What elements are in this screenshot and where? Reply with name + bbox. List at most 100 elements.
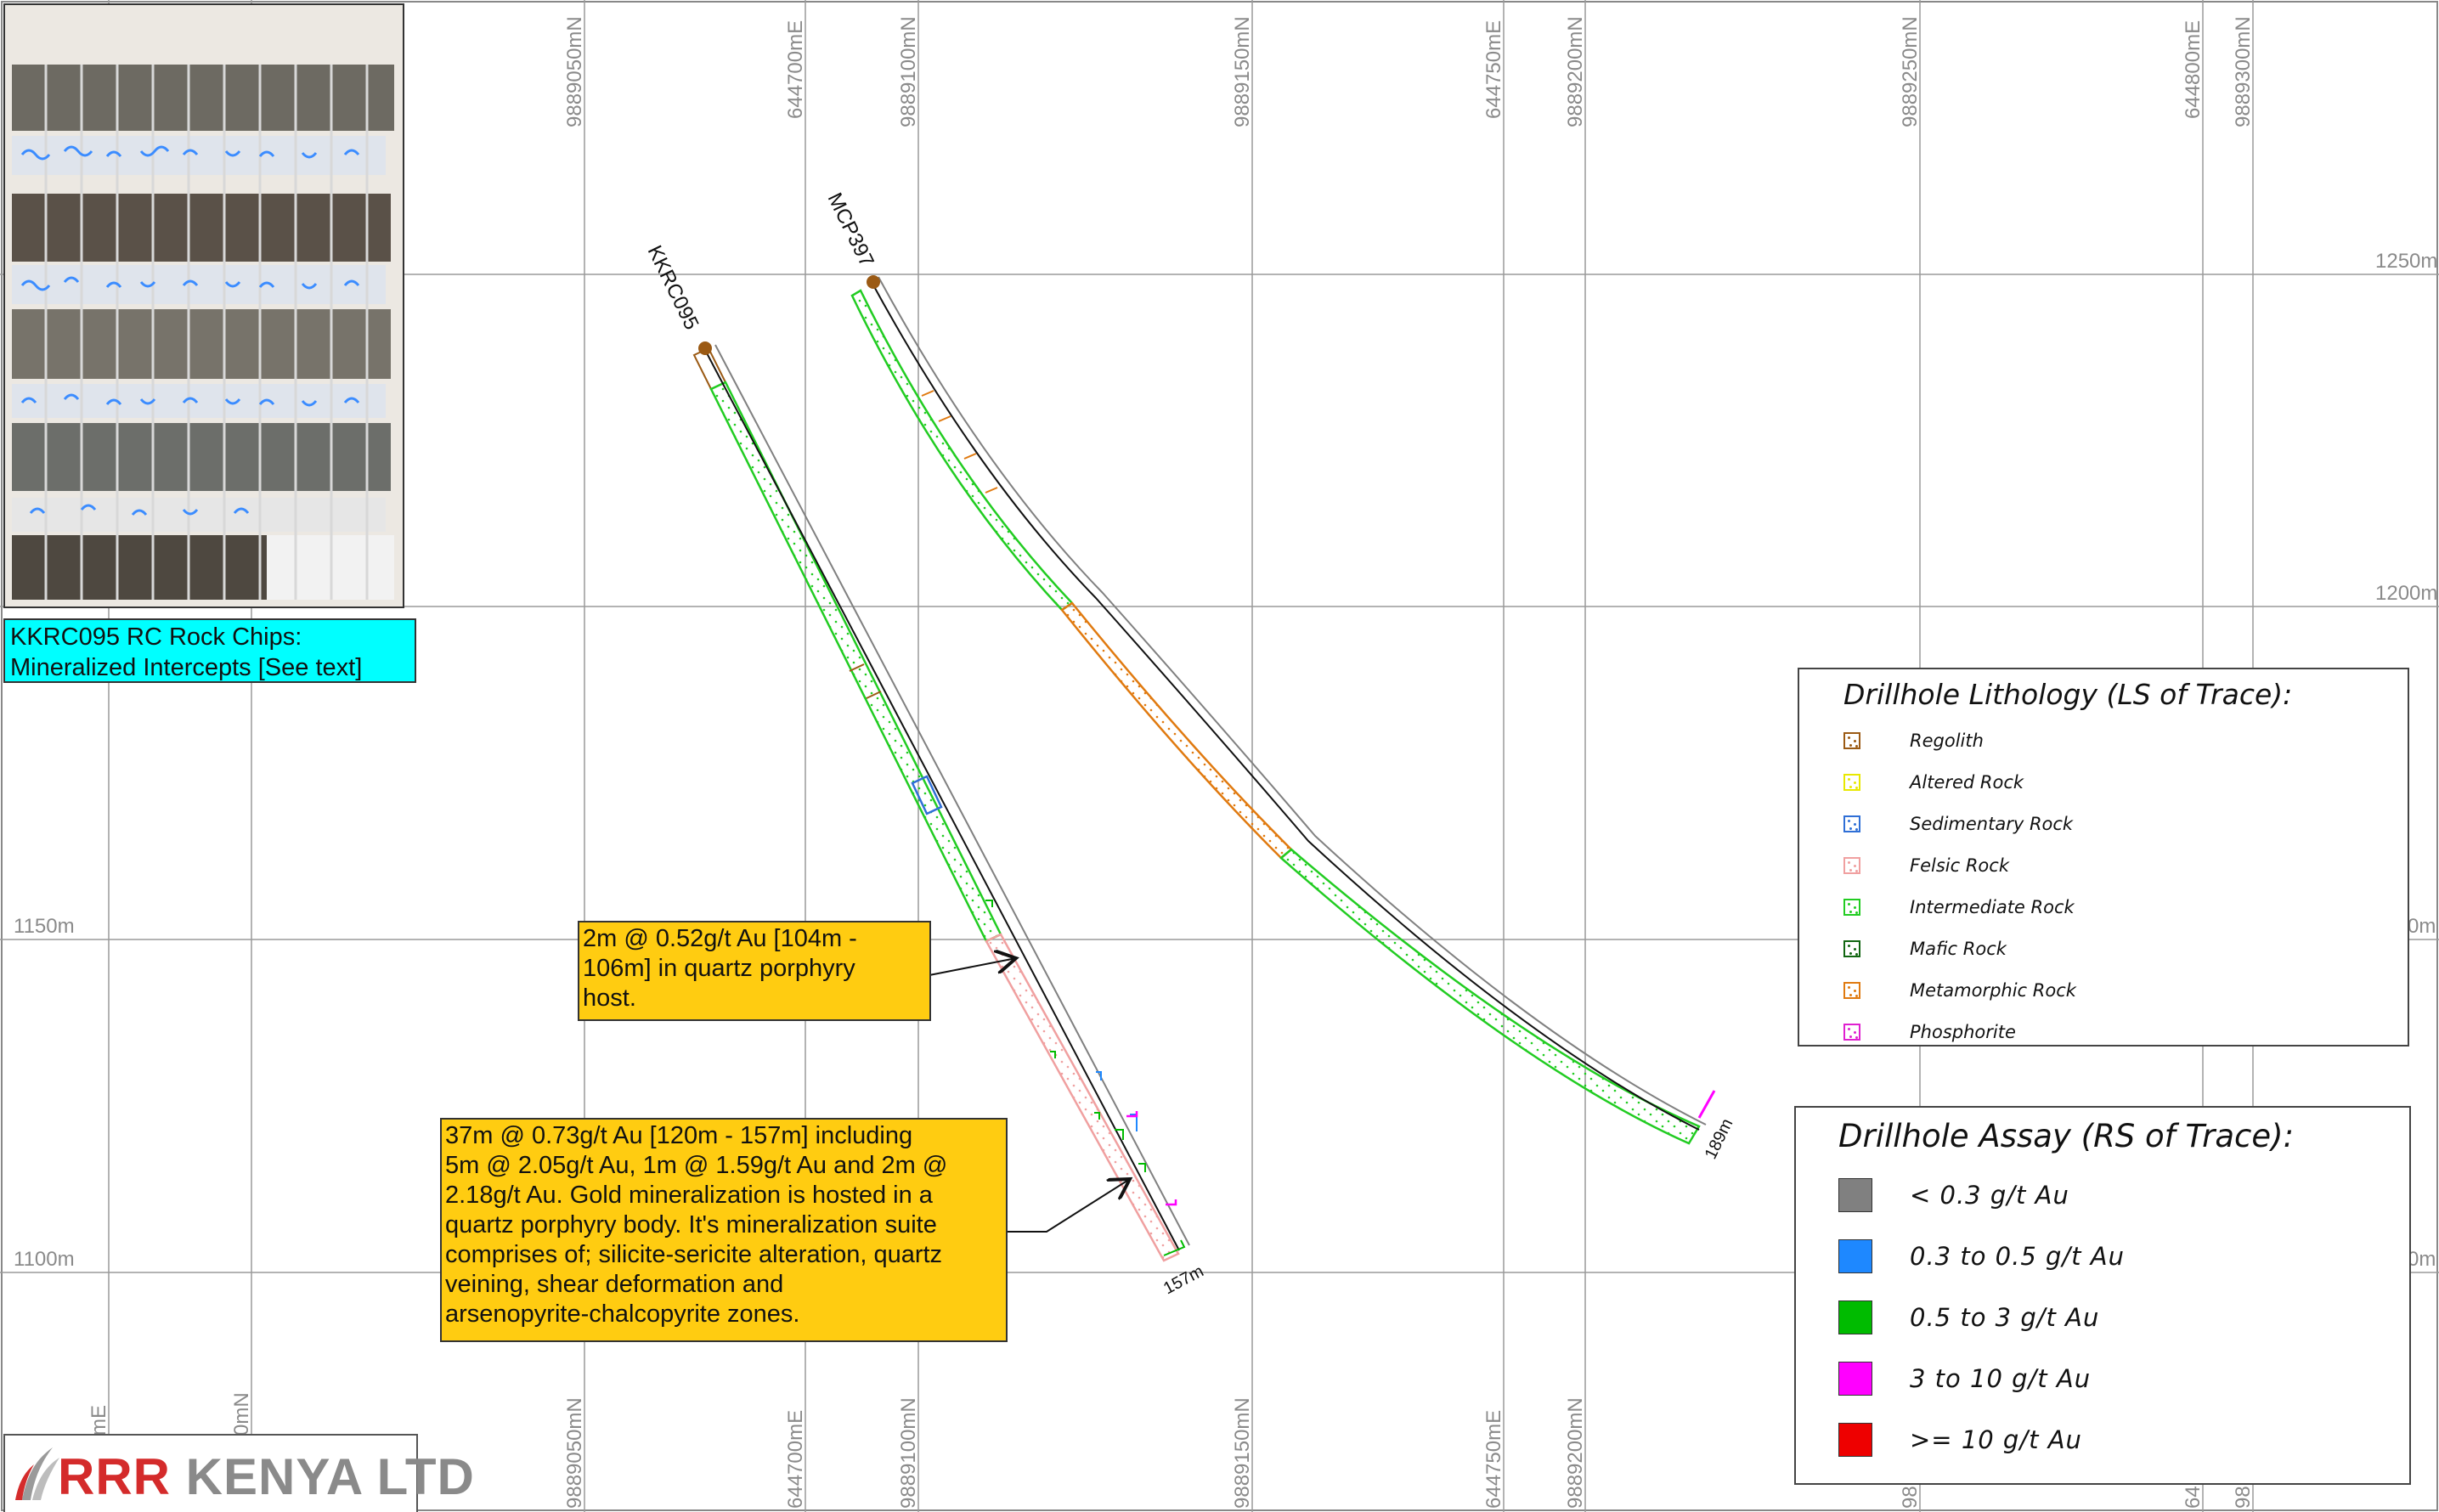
phosphorite-swatch — [1843, 1024, 1860, 1041]
assay-swatch — [1838, 1300, 1872, 1334]
callout-line: 37m @ 0.73g/t Au [120m - 157m] including — [445, 1122, 913, 1149]
intercept-callout-lower: 37m @ 0.73g/t Au [120m - 157m] including… — [440, 1118, 1008, 1342]
altered-rock-swatch — [1843, 774, 1860, 791]
legend-item-label: 0.3 to 0.5 g/t Au — [1910, 1242, 2125, 1271]
legend-item-label: >= 10 g/t Au — [1910, 1425, 2082, 1454]
assay-swatch — [1838, 1239, 1872, 1273]
grid-label-bottom: 98 — [2232, 1486, 2255, 1509]
assay-low — [878, 276, 1707, 1126]
assay-intervals — [985, 900, 1146, 1172]
legend-item-metamorphic-rock: Metamorphic Rock — [1843, 973, 2076, 1007]
grid-label-top: 9889250mN — [1899, 16, 1922, 127]
callout-line: 106m] in quartz porphyry — [583, 955, 855, 982]
assay-high-grade — [1126, 1111, 1177, 1206]
legend-item-label: Phosphorite — [1910, 1022, 2016, 1042]
photo-caption-line: Mineralized Intercepts [See text] — [10, 654, 363, 681]
collar-marker — [698, 341, 712, 355]
callout-line: veining, shear deformation and — [445, 1271, 784, 1298]
grid-label-top: 9889150mN — [1231, 16, 1254, 127]
grid-label-bottom: 9889050mN — [563, 1397, 586, 1509]
elevation-label-left: 1100m — [14, 1248, 75, 1271]
legend-item-assay-mid: 0.5 to 3 g/t Au — [1838, 1296, 2099, 1339]
grid-label-bottom: 9889100mN — [897, 1397, 920, 1509]
callout-line: 2.18g/t Au. Gold mineralization is hoste… — [445, 1182, 933, 1209]
legend-item-label: 3 to 10 g/t Au — [1910, 1364, 2092, 1393]
grid-label-bottom: 98 — [1899, 1486, 1922, 1509]
legend-item-phosphorite: Phosphorite — [1843, 1015, 2016, 1049]
legend-item-intermediate-rock: Intermediate Rock — [1843, 890, 2075, 924]
legend-item-altered-rock: Altered Rock — [1843, 765, 2024, 799]
elevation-label-right: 0m — [2408, 1248, 2436, 1271]
grid-label-top: 9889100mN — [897, 16, 920, 127]
legend-item-felsic-rock: Felsic Rock — [1843, 849, 2009, 883]
drillhole-label: MCP397 — [823, 189, 878, 271]
grid-label-bottom: 9889200mN — [1564, 1397, 1587, 1509]
assay-swatch — [1838, 1423, 1872, 1457]
rock-chip-photo — [3, 3, 404, 608]
logo-kenya-ltd: KENYA LTD — [171, 1448, 475, 1505]
litho-interval-intermediate — [850, 289, 1074, 612]
grid-label-top: 9889300mN — [2232, 16, 2255, 127]
lithology-legend-title: Drillhole Lithology (LS of Trace): — [1843, 678, 2293, 711]
legend-item-label: Altered Rock — [1910, 772, 2024, 793]
legend-item-label: Intermediate Rock — [1910, 897, 2075, 917]
assay-high-grade — [1697, 1090, 1716, 1119]
legend-item-label: Mafic Rock — [1910, 939, 2007, 959]
legend-item-assay-moderate: 0.3 to 0.5 g/t Au — [1838, 1235, 2125, 1278]
assay-swatch — [1838, 1362, 1872, 1396]
grid-label-bottom: 644700mE — [784, 1410, 807, 1509]
end-depth-label: 189m — [1702, 1116, 1737, 1163]
end-depth-label: 157m — [1160, 1262, 1207, 1299]
elevation-label-left: 1150m — [14, 915, 75, 938]
intercept-callout-upper: 2m @ 0.52g/t Au [104m - 106m] in quartz … — [578, 921, 931, 1021]
legend-item-assay-high: 3 to 10 g/t Au — [1838, 1357, 2091, 1400]
metamorphic-rock-swatch — [1843, 982, 1860, 999]
sedimentary-rock-swatch — [1843, 815, 1860, 832]
litho-boundary — [849, 663, 865, 672]
photo-caption-line: KKRC095 RC Rock Chips: — [10, 623, 302, 651]
logo-rrr: RRR — [58, 1448, 171, 1505]
legend-item-sedimentary-rock: Sedimentary Rock — [1843, 807, 2073, 841]
assay-swatch — [1838, 1178, 1872, 1212]
grid-label-top: 644750mE — [1482, 20, 1505, 119]
legend-item-assay-very-high: >= 10 g/t Au — [1838, 1419, 2082, 1461]
callout-line: 2m @ 0.52g/t Au [104m - — [583, 925, 857, 952]
lithology-legend: Drillhole Lithology (LS of Trace): Regol… — [1798, 668, 2409, 1047]
elevation-label-right: 0m — [2408, 915, 2436, 938]
litho-boundaries — [921, 390, 998, 494]
grid-label-top: 644700mE — [784, 20, 807, 119]
drill-trace — [704, 349, 1180, 1251]
assay-legend-title: Drillhole Assay (RS of Trace): — [1838, 1118, 2295, 1154]
photo-caption: KKRC095 RC Rock Chips: Mineralized Inter… — [3, 618, 416, 683]
assay-low — [714, 344, 1190, 1246]
grid-label-bottom: mE — [88, 1405, 110, 1436]
intermediate-rock-swatch — [1843, 899, 1860, 916]
legend-item-mafic-rock: Mafic Rock — [1843, 932, 2007, 966]
callout-line: 5m @ 2.05g/t Au, 1m @ 1.59g/t Au and 2m … — [445, 1152, 948, 1179]
elevation-label-right: 1200m — [2375, 582, 2437, 605]
drillhole-mcp397[interactable]: MCP397 189m — [823, 189, 1737, 1162]
grid-label-bottom: 9889150mN — [1231, 1397, 1254, 1509]
logo-wordmark: RRR KENYA LTD — [58, 1447, 475, 1506]
legend-item-label: 0.5 to 3 g/t Au — [1910, 1303, 2100, 1332]
legend-item-label: Regolith — [1910, 731, 1984, 751]
callout-line: host. — [583, 984, 636, 1012]
litho-interval-intermediate-lower — [1279, 848, 1701, 1145]
felsic-rock-swatch — [1843, 857, 1860, 874]
company-logo: RRR KENYA LTD — [3, 1434, 474, 1512]
collar-marker — [867, 275, 880, 289]
logo-mark-icon — [15, 1447, 59, 1500]
litho-interval-felsic — [985, 933, 1180, 1262]
grid-label-top: 9889050mN — [563, 16, 586, 127]
grid-label-bottom: 644750mE — [1482, 1410, 1505, 1509]
litho-interval-metamorphic — [1060, 601, 1293, 860]
grid-label-top: 9889200mN — [1564, 16, 1587, 127]
callout-leader-lower — [1008, 1179, 1130, 1233]
drillhole-label: KKRC095 — [643, 242, 703, 334]
grid-label-bottom: 64 — [2182, 1486, 2205, 1509]
regolith-swatch — [1843, 732, 1860, 749]
legend-item-label: Sedimentary Rock — [1910, 814, 2074, 834]
legend-item-label: < 0.3 g/t Au — [1910, 1181, 2069, 1210]
assay-end — [1163, 1239, 1186, 1256]
